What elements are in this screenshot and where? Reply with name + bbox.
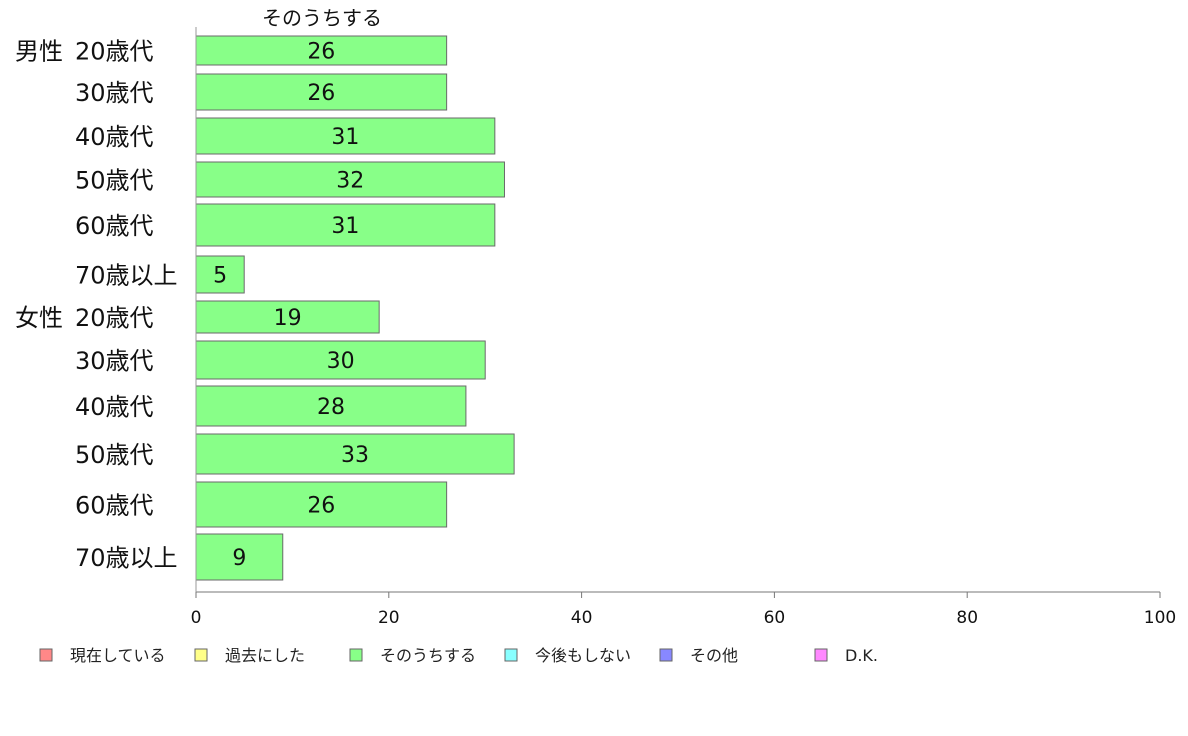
bar-value-label: 28 [317, 395, 345, 420]
bar [195, 73, 448, 111]
x-tick-label: 100 [1144, 608, 1176, 628]
bar-value-label: 30 [327, 349, 355, 374]
bar-value-label: 31 [331, 214, 359, 239]
bar-value-label: 9 [232, 546, 246, 571]
legend-swatch [504, 648, 518, 662]
bar [195, 117, 496, 155]
x-tick-label: 0 [191, 608, 202, 628]
x-tick-label: 20 [378, 608, 400, 628]
category-label: 50歳代 [75, 441, 154, 469]
bar [195, 161, 505, 198]
category-label: 30歳代 [75, 347, 154, 375]
category-label: 20歳代 [75, 304, 154, 332]
legend-label: 現在している [70, 646, 166, 665]
bar-value-label: 5 [213, 264, 227, 289]
bar [195, 35, 448, 66]
category-label: 40歳代 [75, 123, 154, 151]
legend-swatch [39, 648, 53, 662]
legend-swatch [659, 648, 673, 662]
x-axis: 0 20 40 60 80 100 [191, 27, 1176, 628]
category-label: 50歳代 [75, 167, 154, 195]
bar [195, 203, 496, 247]
bar-value-label: 26 [307, 40, 335, 65]
category-label: 60歳代 [75, 492, 154, 520]
bar-value-label: 33 [341, 443, 369, 468]
category-label: 30歳代 [75, 79, 154, 107]
category-label: 20歳代 [75, 38, 154, 66]
category-label: 40歳代 [75, 393, 154, 421]
bar [195, 300, 380, 334]
legend: 現在している 過去にした そのうちする 今後もしない その他 D.K. [39, 646, 878, 665]
legend-swatch [349, 648, 363, 662]
legend-swatch [194, 648, 208, 662]
bar [195, 433, 515, 475]
bar-value-label: 26 [307, 494, 335, 519]
category-label: 70歳以上 [75, 544, 178, 572]
legend-label: 過去にした [225, 646, 305, 665]
bar-value-label: 19 [274, 306, 302, 331]
legend-swatch [814, 648, 828, 662]
group-label: 女性 [15, 304, 63, 332]
legend-label: 今後もしない [535, 646, 631, 665]
bar-value-label: 31 [331, 125, 359, 150]
bar [195, 481, 448, 528]
x-tick-label: 60 [764, 608, 786, 628]
bar [195, 533, 284, 581]
group-label: 男性 [15, 38, 63, 66]
legend-label: そのうちする [380, 646, 476, 665]
bar-value-label: 26 [307, 81, 335, 106]
bar-value-label: 32 [336, 169, 364, 194]
x-tick-label: 80 [956, 608, 978, 628]
legend-label: その他 [690, 646, 738, 665]
category-label: 70歳以上 [75, 262, 178, 290]
bars: 26 26 31 32 31 5 19 30 28 33 26 9 [195, 35, 515, 581]
category-label: 60歳代 [75, 212, 154, 240]
x-tick-label: 40 [571, 608, 593, 628]
series-title: そのうちする [262, 6, 382, 30]
legend-label: D.K. [845, 646, 878, 665]
